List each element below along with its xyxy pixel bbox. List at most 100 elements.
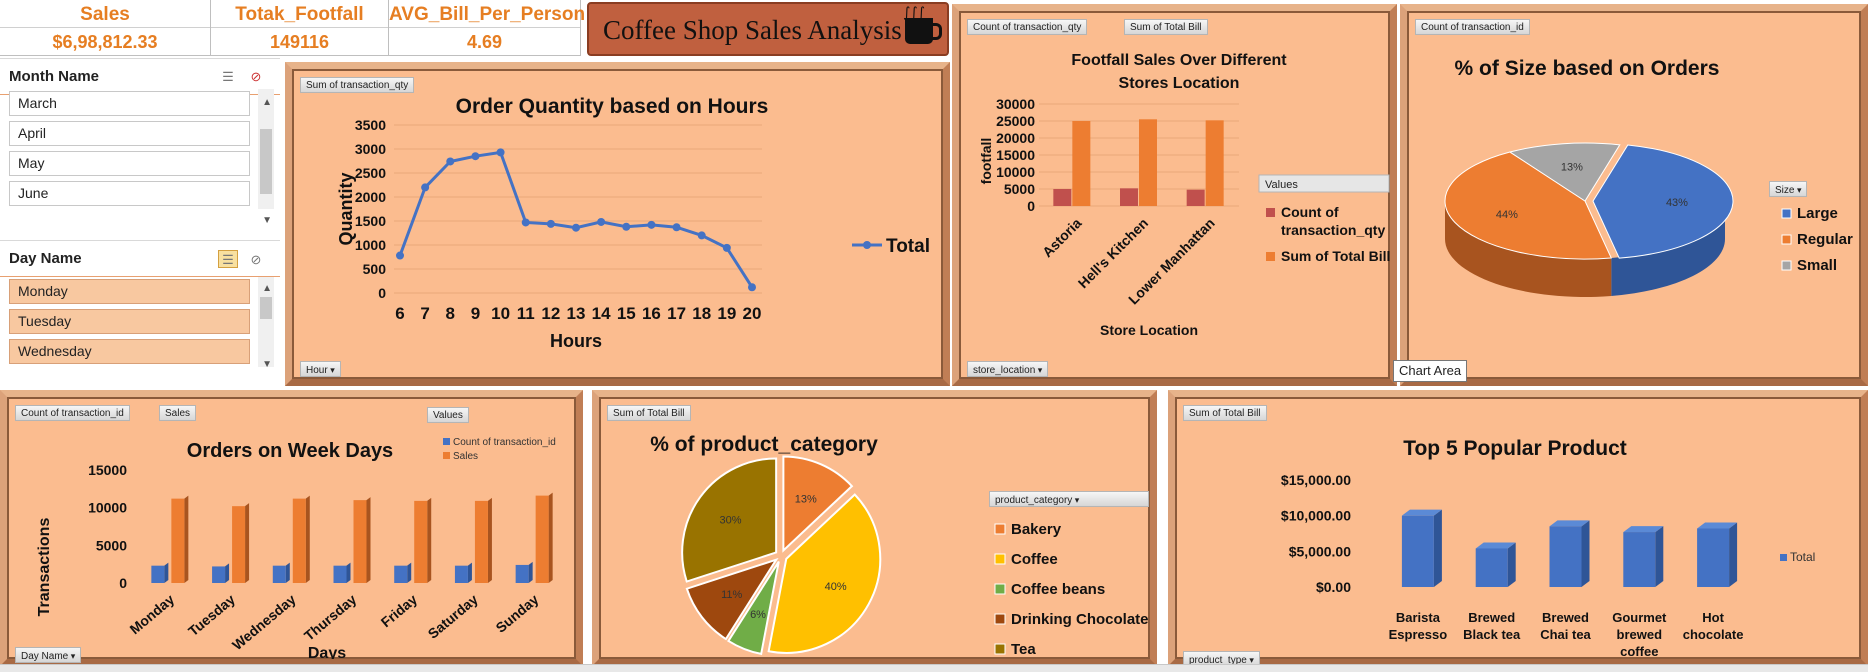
slicer-item-wednesday[interactable]: Wednesday [9, 339, 250, 364]
y-tick-label: 5000 [1004, 181, 1035, 197]
panel-size[interactable]: Count of transaction_id % of Size based … [1400, 4, 1868, 386]
field-week-axis[interactable]: Day Name [15, 647, 82, 663]
y-tick-label: 0 [119, 575, 127, 591]
bar-side [285, 562, 290, 583]
legend-label-large: Large [1797, 205, 1838, 222]
field-store-axis[interactable]: store_location [967, 361, 1049, 377]
panel-products[interactable]: Sum of Total Bill product_type Top 5 Pop… [1168, 390, 1868, 667]
bar-side [407, 562, 412, 583]
x-tick-label: Wednesday [229, 591, 299, 653]
bar-side [164, 562, 169, 583]
bar-side [548, 492, 553, 583]
bar-total-bill [1205, 120, 1224, 206]
x-tick-label: 12 [541, 304, 560, 323]
x-axis-title: Days [308, 645, 346, 659]
chevron-down-icon[interactable]: ▼ [262, 215, 272, 226]
kpi-sales-label: Sales [0, 0, 210, 28]
multi-select-icon[interactable]: ☰ [222, 69, 234, 84]
field-week-value-1[interactable]: Count of transaction_id [15, 405, 130, 421]
slicer-item-tuesday[interactable]: Tuesday [9, 309, 250, 334]
legend-label-total: Total [1790, 550, 1815, 564]
field-hours-value[interactable]: Sum of transaction_qty [300, 77, 415, 93]
chart-size: % of Size based on Orders 43% 44% 13% Large R… [1444, 57, 1853, 297]
x-tick-label: Saturday [425, 591, 481, 642]
legend-swatch [1781, 234, 1792, 245]
data-point [647, 220, 656, 229]
y-tick-label: 500 [363, 261, 387, 277]
x-tick-label: 18 [692, 304, 711, 323]
bar-side [1655, 526, 1664, 587]
field-store-value-1[interactable]: Count of transaction_qty [967, 19, 1088, 35]
chart-title: % of Size based on Orders [1455, 57, 1720, 80]
bar-side [225, 563, 230, 583]
chevron-down-icon[interactable]: ▼ [262, 359, 272, 370]
field-products-value[interactable]: Sum of Total Bill [1183, 405, 1267, 421]
chart-title-line-1: Footfall Sales Over Different [1071, 52, 1287, 69]
data-point [672, 223, 681, 232]
data-label: 13% [795, 494, 817, 506]
y-axis-title: Quantity [336, 172, 356, 245]
slicer-item-april[interactable]: April [9, 121, 250, 146]
field-size-value[interactable]: Count of transaction_id [1415, 19, 1530, 35]
panel-category[interactable]: Sum of Total Bill % of product_category 1… [592, 390, 1157, 666]
legend-label: Sales [453, 451, 478, 462]
data-point [722, 243, 731, 252]
field-store-value-2[interactable]: Sum of Total Bill [1124, 19, 1208, 35]
data-label: 30% [720, 514, 742, 526]
x-tick-label: Gourmet [1612, 610, 1667, 625]
chevron-up-icon[interactable]: ▲ [262, 97, 272, 108]
panel-week[interactable]: Count of transaction_id Sales Values Day… [0, 390, 583, 666]
slicer-item-monday[interactable]: Monday [9, 279, 250, 304]
bar-side [1581, 520, 1590, 587]
field-category-legend[interactable]: product_category [989, 491, 1149, 507]
data-label: 40% [825, 581, 847, 593]
chart-area-tooltip: Chart Area [1393, 360, 1468, 382]
kpi-footfall: Totak_Footfall 149116 [211, 0, 389, 56]
bar-top [1623, 526, 1664, 533]
bar-side [528, 561, 533, 583]
slicer-month-scrollbar[interactable] [258, 89, 274, 209]
field-category-value[interactable]: Sum of Total Bill [607, 405, 691, 421]
chart-title: Orders on Week Days [187, 440, 393, 462]
slicer-item-june[interactable]: June [9, 181, 250, 206]
kpi-footfall-value: 149116 [269, 32, 330, 52]
slicer-item-march[interactable]: March [9, 91, 250, 116]
x-tick-label: brewed [1617, 627, 1663, 642]
multi-select-icon[interactable]: ☰ [218, 250, 238, 268]
x-tick-label: Brewed [1542, 610, 1589, 625]
clear-filter-icon[interactable]: ⊘ [250, 69, 262, 84]
bar-transaction-qty [1120, 188, 1138, 206]
field-week-value-2[interactable]: Sales [159, 405, 197, 421]
kpi-sales-value: $6,98,812.33 [52, 32, 158, 52]
x-tick-label: 14 [592, 304, 611, 323]
legend-label: transaction_qty [1281, 222, 1385, 238]
bar-total-bill [1139, 119, 1157, 206]
x-tick-label: 19 [717, 304, 736, 323]
chevron-up-icon[interactable]: ▲ [262, 283, 272, 294]
bar-side [184, 495, 189, 583]
chart-title-line-2: Stores Location [1119, 75, 1240, 92]
chart-products: Top 5 Popular Product $0.00 $5,000.00 $10,0… [1281, 437, 1815, 659]
clear-filter-icon[interactable]: ⊘ [250, 252, 262, 267]
y-tick-label: 0 [1027, 198, 1035, 214]
field-week-legend[interactable]: Values [427, 407, 469, 423]
x-tick-label: Astoria [1039, 215, 1085, 261]
panel-hours[interactable]: Sum of transaction_qty Hour Order Quanti… [285, 62, 950, 386]
y-tick-label: 15000 [88, 462, 127, 478]
bar-sales [171, 498, 185, 583]
x-tick-label: Chai tea [1540, 627, 1591, 642]
legend-swatch [1781, 208, 1792, 219]
sheet-tab-bar[interactable] [0, 664, 1868, 672]
data-label: 44% [1496, 209, 1518, 221]
data-label: 11% [721, 589, 742, 601]
legend-label: Coffee beans [1011, 581, 1105, 598]
slicer-item-may[interactable]: May [9, 151, 250, 176]
field-hours-axis[interactable]: Hour [300, 361, 341, 377]
panel-store[interactable]: Count of transaction_qty Sum of Total Bi… [952, 4, 1397, 386]
bar-transactions [272, 565, 286, 583]
slicer-day-scrollbar[interactable] [258, 277, 274, 367]
y-tick-label: 25000 [996, 113, 1035, 129]
field-size-legend[interactable]: Size [1769, 181, 1808, 197]
kpi-sales: Sales $6,98,812.33 [0, 0, 211, 56]
x-tick-label: 17 [667, 304, 686, 323]
